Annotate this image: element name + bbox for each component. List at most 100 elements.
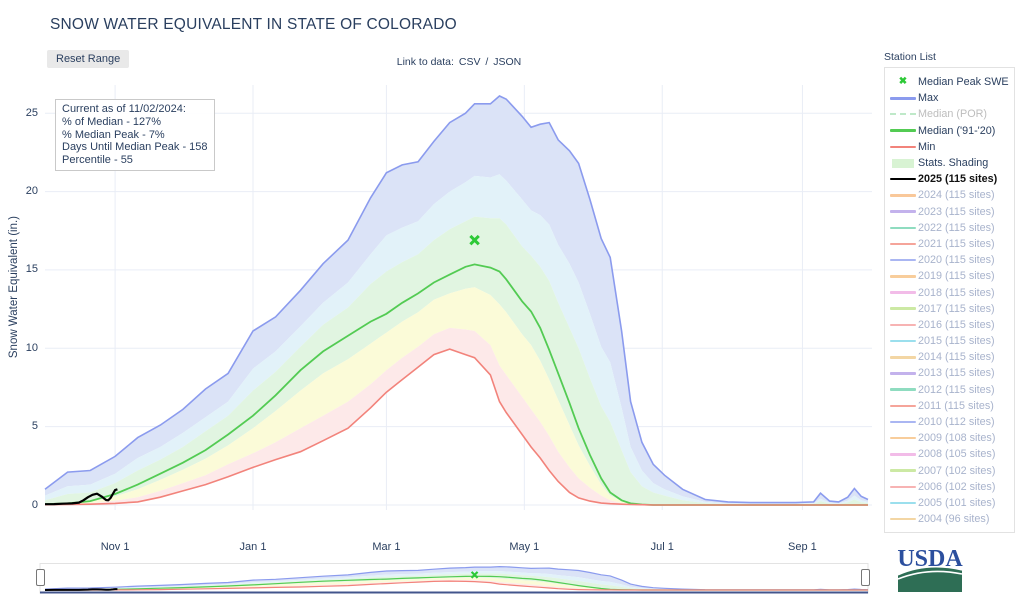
legend-item-label: 2017 (115 sites) xyxy=(918,302,995,315)
legend-item-2010-112-sites[interactable]: 2010 (112 sites) xyxy=(885,414,1014,430)
legend-item-label: Median Peak SWE xyxy=(918,76,1009,89)
x-tick-label: Nov 1 xyxy=(100,541,130,553)
link-separator: / xyxy=(485,56,489,68)
line-swatch-icon xyxy=(888,372,918,375)
legend-item-2012-115-sites[interactable]: 2012 (115 sites) xyxy=(885,382,1014,398)
line-swatch-icon xyxy=(888,97,918,100)
line-glyph xyxy=(890,323,916,327)
line-swatch-icon xyxy=(888,226,918,230)
line-swatch-icon xyxy=(888,356,918,359)
range-slider-right-handle[interactable] xyxy=(861,569,870,586)
legend-item-label: Median (POR) xyxy=(918,108,987,121)
line-glyph xyxy=(890,501,916,505)
median-line xyxy=(44,263,868,506)
legend-item-label: 2008 (105 sites) xyxy=(918,448,996,461)
legend-item-max[interactable]: Max xyxy=(885,90,1014,106)
line-swatch-icon xyxy=(888,258,918,262)
legend-item-median-91-20[interactable]: Median ('91-'20) xyxy=(885,123,1014,139)
legend-item-2008-105-sites[interactable]: 2008 (105 sites) xyxy=(885,446,1014,462)
legend-item-stats-shading[interactable]: Stats. Shading xyxy=(885,155,1014,171)
line-swatch-icon xyxy=(888,469,918,472)
x-marker-glyph: ✖ xyxy=(898,76,908,88)
csv-link[interactable]: CSV xyxy=(458,56,481,68)
station-list-link[interactable]: Station List xyxy=(884,51,936,63)
legend-item-2021-115-sites[interactable]: 2021 (115 sites) xyxy=(885,236,1014,252)
range-slider[interactable] xyxy=(40,563,868,594)
legend-item-label: 2019 (115 sites) xyxy=(918,270,995,283)
legend-item-min[interactable]: Min xyxy=(885,139,1014,155)
line-swatch-icon xyxy=(888,436,918,440)
median-peak-marker xyxy=(469,234,480,246)
y-axis-label: Snow Water Equivalent (in.) xyxy=(8,216,20,359)
y-tick-label: 10 xyxy=(25,341,38,354)
line-swatch-icon xyxy=(888,194,918,197)
legend-item-2011-115-sites[interactable]: 2011 (115 sites) xyxy=(885,398,1014,414)
patch-glyph xyxy=(892,158,914,168)
info-line-percentile: Percentile - 55 xyxy=(62,154,133,167)
stats-shading-band xyxy=(45,174,868,505)
legend-item-label: 2012 (115 sites) xyxy=(918,383,995,396)
legend-item-label: 2015 (115 sites) xyxy=(918,335,995,348)
range-slider-left-handle[interactable] xyxy=(36,569,45,586)
link-to-data: Link to data: CSV / JSON xyxy=(350,56,570,68)
legend-item-2007-102-sites[interactable]: 2007 (102 sites) xyxy=(885,463,1014,479)
legend-item-2005-101-sites[interactable]: 2005 (101 sites) xyxy=(885,495,1014,511)
y-tick-label: 20 xyxy=(25,185,38,198)
line-glyph xyxy=(890,291,916,294)
line-glyph xyxy=(890,485,916,489)
legend-item-2009-108-sites[interactable]: 2009 (108 sites) xyxy=(885,430,1014,446)
legend-item-label: 2007 (102 sites) xyxy=(918,464,996,477)
legend-item-label: 2006 (102 sites) xyxy=(918,480,996,493)
line-glyph xyxy=(890,453,916,456)
legend-item-2023-115-sites[interactable]: 2023 (115 sites) xyxy=(885,204,1014,220)
link-to-data-label: Link to data: xyxy=(396,56,454,68)
legend-item-2016-115-sites[interactable]: 2016 (115 sites) xyxy=(885,317,1014,333)
legend-item-2004-96-sites[interactable]: 2004 (96 sites) xyxy=(885,511,1014,527)
legend-item-2022-115-sites[interactable]: 2022 (115 sites) xyxy=(885,220,1014,236)
line-swatch-icon xyxy=(888,177,918,181)
line-glyph xyxy=(890,307,916,310)
legend-item-label: 2022 (115 sites) xyxy=(918,221,995,234)
y-tick-label: 15 xyxy=(25,263,38,276)
legend-item-label: 2020 (115 sites) xyxy=(918,254,995,267)
legend-item-label: 2024 (115 sites) xyxy=(918,189,995,202)
line-swatch-icon xyxy=(888,113,918,116)
line-glyph xyxy=(890,420,916,424)
legend-item-2017-115-sites[interactable]: 2017 (115 sites) xyxy=(885,301,1014,317)
line-glyph xyxy=(890,129,916,132)
line-glyph xyxy=(890,436,916,440)
legend-item-label: 2004 (96 sites) xyxy=(918,513,990,526)
legend-item-label: 2025 (115 sites) xyxy=(918,173,998,186)
legend-item-2019-115-sites[interactable]: 2019 (115 sites) xyxy=(885,268,1014,284)
legend-item-2006-102-sites[interactable]: 2006 (102 sites) xyxy=(885,479,1014,495)
usda-logo: USDA xyxy=(895,546,965,597)
reset-range-button[interactable]: Reset Range xyxy=(47,50,130,68)
legend-item-2018-115-sites[interactable]: 2018 (115 sites) xyxy=(885,284,1014,300)
legend-item-label: 2014 (115 sites) xyxy=(918,351,995,364)
legend-item-2020-115-sites[interactable]: 2020 (115 sites) xyxy=(885,252,1014,268)
legend-item-2025-115-sites[interactable]: 2025 (115 sites) xyxy=(885,171,1014,187)
legend-item-2024-115-sites[interactable]: 2024 (115 sites) xyxy=(885,187,1014,203)
legend-item-label: 2010 (112 sites) xyxy=(918,416,995,429)
info-line-pct-median-peak: % Median Peak - 7% xyxy=(62,128,165,141)
line-swatch-icon xyxy=(888,501,918,505)
line-glyph xyxy=(890,372,916,375)
x-marker-icon: ✖ xyxy=(888,77,918,87)
legend-item-2013-115-sites[interactable]: 2013 (115 sites) xyxy=(885,365,1014,381)
legend-item-2014-115-sites[interactable]: 2014 (115 sites) xyxy=(885,349,1014,365)
dashed-line-glyph xyxy=(890,113,916,116)
legend-item-label: 2005 (101 sites) xyxy=(918,496,996,509)
legend-item-2015-115-sites[interactable]: 2015 (115 sites) xyxy=(885,333,1014,349)
x-tick-label: Sep 1 xyxy=(788,541,817,553)
min-line xyxy=(44,348,868,506)
line-swatch-icon xyxy=(888,210,918,213)
json-link[interactable]: JSON xyxy=(493,56,522,68)
line-swatch-icon xyxy=(888,420,918,424)
legend-item-median-peak-swe[interactable]: ✖ Median Peak SWE xyxy=(885,74,1014,90)
legend-item-median-por[interactable]: Median (POR) xyxy=(885,106,1014,122)
line-swatch-icon xyxy=(888,145,918,149)
line-glyph xyxy=(890,210,916,213)
legend-item-label: 2016 (115 sites) xyxy=(918,318,995,331)
